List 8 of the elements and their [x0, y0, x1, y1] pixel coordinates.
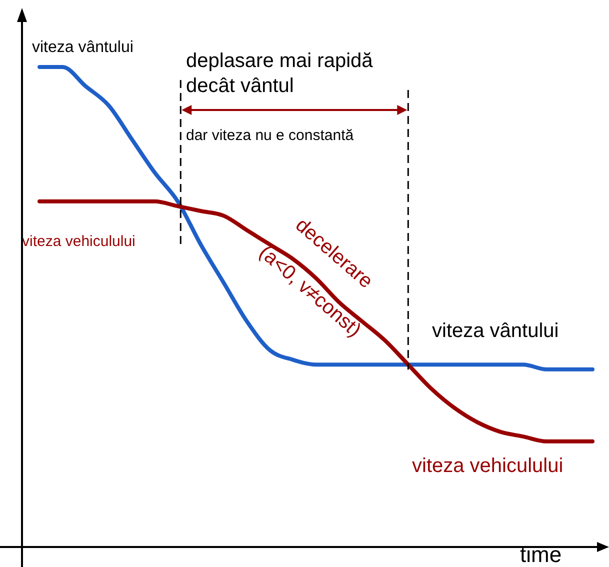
annotation: viteza vehiculului	[412, 455, 564, 477]
annotation: deplasare mai rapidă	[186, 50, 374, 72]
annotation: dar viteza nu e constantă	[186, 127, 354, 144]
annotation: decât vântul	[186, 75, 294, 97]
series-label: viteza vântului	[32, 39, 134, 56]
text: viteza vehiculului	[22, 233, 136, 250]
annotation: viteza vântului	[432, 320, 559, 342]
x-axis-title: time	[520, 542, 562, 567]
